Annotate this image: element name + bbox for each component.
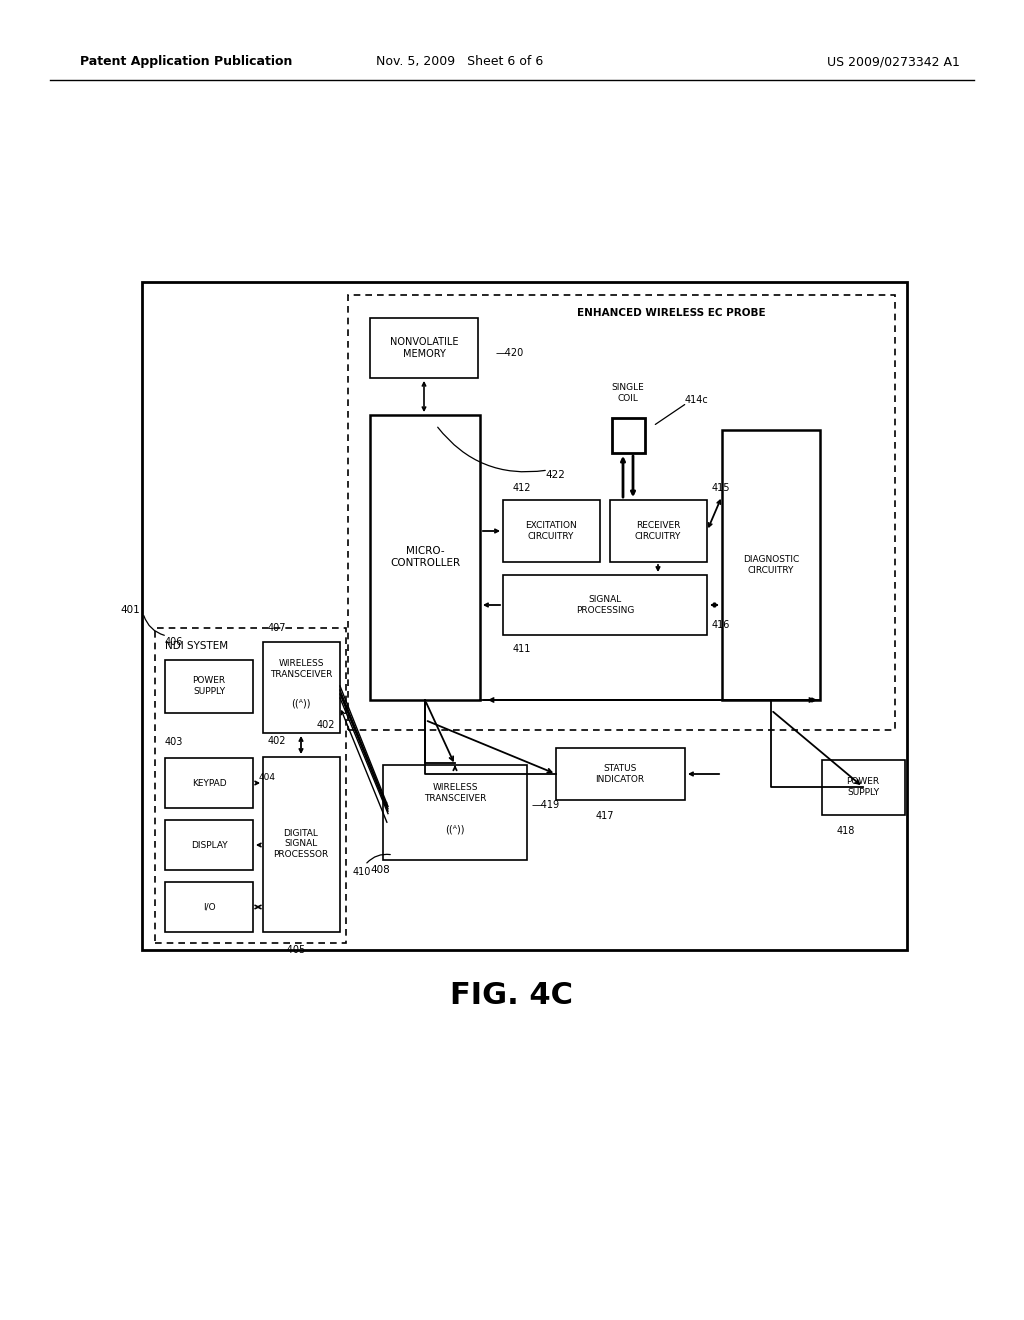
Text: 411: 411 <box>513 644 531 653</box>
Bar <box>263 642 340 733</box>
Bar <box>370 414 480 700</box>
Text: Patent Application Publication: Patent Application Publication <box>80 55 293 69</box>
Text: —419: —419 <box>532 800 560 810</box>
Text: ((ᴬ)): ((ᴬ)) <box>291 700 310 709</box>
Text: DIAGNOSTIC
CIRCUITRY: DIAGNOSTIC CIRCUITRY <box>742 556 799 574</box>
Bar <box>263 756 340 932</box>
Bar <box>610 500 707 562</box>
Text: KEYPAD: KEYPAD <box>191 779 226 788</box>
Bar <box>165 882 253 932</box>
Text: 402: 402 <box>268 737 287 746</box>
Text: POWER
SUPPLY: POWER SUPPLY <box>847 777 880 797</box>
Text: 417: 417 <box>596 810 614 821</box>
Text: WIRELESS
TRANSCEIVER: WIRELESS TRANSCEIVER <box>424 783 486 803</box>
Bar <box>165 660 253 713</box>
Text: 418: 418 <box>837 826 855 836</box>
Text: 402: 402 <box>316 719 335 730</box>
Text: 416: 416 <box>712 620 730 630</box>
Text: —420: —420 <box>496 348 524 358</box>
Bar <box>165 820 253 870</box>
Bar <box>722 430 820 700</box>
Text: 415: 415 <box>712 483 730 492</box>
Text: FIG. 4C: FIG. 4C <box>451 981 573 1010</box>
Bar <box>556 748 685 800</box>
Text: 412: 412 <box>513 483 531 492</box>
Text: 414c: 414c <box>685 395 709 405</box>
Text: 403: 403 <box>165 737 183 747</box>
Text: RECEIVER
CIRCUITRY: RECEIVER CIRCUITRY <box>635 521 681 541</box>
Text: 401: 401 <box>120 605 140 615</box>
Bar <box>383 766 527 861</box>
Text: SIGNAL
PROCESSING: SIGNAL PROCESSING <box>575 595 634 615</box>
Text: Nov. 5, 2009   Sheet 6 of 6: Nov. 5, 2009 Sheet 6 of 6 <box>377 55 544 69</box>
Text: 410: 410 <box>352 867 371 876</box>
Text: —405: —405 <box>278 945 306 954</box>
Bar <box>370 318 478 378</box>
Text: 407: 407 <box>268 623 287 634</box>
Bar <box>612 418 645 453</box>
Text: 404: 404 <box>259 774 276 783</box>
Text: NDI SYSTEM: NDI SYSTEM <box>165 642 228 651</box>
Text: ((ᴬ)): ((ᴬ)) <box>445 825 465 836</box>
Text: SINGLE
COIL: SINGLE COIL <box>611 383 644 403</box>
Text: DIGITAL
SIGNAL
PROCESSOR: DIGITAL SIGNAL PROCESSOR <box>273 829 329 859</box>
Text: MICRO-
CONTROLLER: MICRO- CONTROLLER <box>390 546 460 568</box>
Text: WIRELESS
TRANSCEIVER: WIRELESS TRANSCEIVER <box>269 659 332 678</box>
Bar <box>822 760 905 814</box>
Text: POWER
SUPPLY: POWER SUPPLY <box>193 676 225 696</box>
Text: DISPLAY: DISPLAY <box>190 841 227 850</box>
Text: 408: 408 <box>370 865 390 875</box>
Bar <box>503 500 600 562</box>
Text: 422: 422 <box>545 470 565 480</box>
Text: NONVOLATILE
MEMORY: NONVOLATILE MEMORY <box>390 337 459 359</box>
Text: I/O: I/O <box>203 903 215 912</box>
Text: ENHANCED WIRELESS EC PROBE: ENHANCED WIRELESS EC PROBE <box>577 308 765 318</box>
Text: STATUS
INDICATOR: STATUS INDICATOR <box>595 764 644 784</box>
Bar <box>348 294 895 730</box>
Bar <box>142 282 907 950</box>
Bar <box>503 576 707 635</box>
Text: US 2009/0273342 A1: US 2009/0273342 A1 <box>827 55 961 69</box>
Bar <box>155 628 346 942</box>
Bar <box>165 758 253 808</box>
Text: EXCITATION
CIRCUITRY: EXCITATION CIRCUITRY <box>525 521 577 541</box>
Text: 406: 406 <box>165 638 183 647</box>
